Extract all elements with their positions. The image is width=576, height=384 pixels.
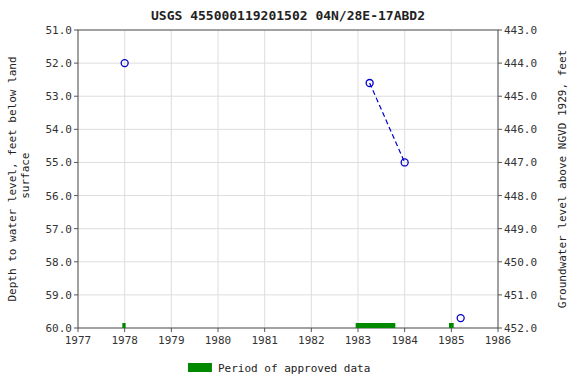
y-tick xyxy=(74,294,78,295)
y-grid-line xyxy=(78,162,498,163)
y-tick-label: 56.0 xyxy=(46,190,73,203)
x-tick-label: 1979 xyxy=(158,334,185,347)
approved-period-bar xyxy=(122,323,125,328)
x-tick-label: 1984 xyxy=(391,334,418,347)
y-tick xyxy=(74,30,78,31)
x-tick xyxy=(498,328,499,332)
legend-label: Period of approved data xyxy=(218,362,370,375)
y-tick xyxy=(74,328,78,329)
point xyxy=(366,79,373,86)
y2-tick xyxy=(498,228,502,229)
y-tick-label: 51.0 xyxy=(46,24,73,37)
y2-tick xyxy=(498,63,502,64)
y-grid-line xyxy=(78,129,498,130)
grid xyxy=(78,30,498,328)
x-grid-line xyxy=(311,30,312,328)
approved-period-bar xyxy=(449,323,454,328)
x-tick xyxy=(264,328,265,332)
y-tick xyxy=(74,96,78,97)
y2-tick xyxy=(498,195,502,196)
y2-tick xyxy=(498,129,502,130)
plot-frame xyxy=(78,30,498,328)
y2-tick xyxy=(498,96,502,97)
x-tick xyxy=(124,328,125,332)
point xyxy=(401,159,408,166)
y2-tick-label: 444.0 xyxy=(504,57,537,70)
approved-period-bar xyxy=(356,323,396,328)
marks xyxy=(121,60,464,328)
x-tick-label: 1977 xyxy=(65,334,92,347)
y2-tick xyxy=(498,328,502,329)
y-grid-line xyxy=(78,294,498,295)
x-grid-line xyxy=(171,30,172,328)
y-tick-label: 54.0 xyxy=(46,123,73,136)
y-axis-label-line: surface xyxy=(19,153,32,206)
plot-area xyxy=(78,30,498,328)
x-tick xyxy=(451,328,452,332)
y-tick xyxy=(74,195,78,196)
y2-tick xyxy=(498,30,502,31)
y2-tick-label: 451.0 xyxy=(504,289,537,302)
y2-tick-label: 450.0 xyxy=(504,256,537,269)
y-axis-label-line: Depth to water level, feet below land xyxy=(6,56,19,301)
y2-tick-label: 443.0 xyxy=(504,24,537,37)
y2-tick xyxy=(498,261,502,262)
x-tick xyxy=(404,328,405,332)
x-grid-line xyxy=(404,30,405,328)
x-tick xyxy=(218,328,219,332)
y-grid-line xyxy=(78,195,498,196)
legend-swatch xyxy=(188,363,212,372)
y-axis-label: Depth to water level, feet below land su… xyxy=(6,56,32,301)
y2-tick-label: 448.0 xyxy=(504,190,537,203)
x-tick-label: 1986 xyxy=(485,334,512,347)
x-tick-label: 1985 xyxy=(438,334,465,347)
y-tick xyxy=(74,63,78,64)
legend: Period of approved data xyxy=(188,362,370,375)
x-grid-line xyxy=(218,30,219,328)
y-tick xyxy=(74,228,78,229)
x-tick xyxy=(171,328,172,332)
y-tick-label: 52.0 xyxy=(46,57,73,70)
x-grid-line xyxy=(451,30,452,328)
x-tick-label: 1980 xyxy=(205,334,232,347)
y-grid-line xyxy=(78,96,498,97)
y-tick xyxy=(74,261,78,262)
y2-tick xyxy=(498,162,502,163)
x-tick xyxy=(311,328,312,332)
y-tick-label: 53.0 xyxy=(46,90,73,103)
chart: 1977 1978 1979 1980 1981 1982 1983 1984 1985 1986… xyxy=(0,0,576,384)
x-tick-label: 1981 xyxy=(251,334,278,347)
axes: 1977 1978 1979 1980 1981 1982 1983 1984 1985 1986… xyxy=(46,24,538,347)
y-grid-line xyxy=(78,63,498,64)
y-tick-label: 58.0 xyxy=(46,256,73,269)
y2-tick xyxy=(498,294,502,295)
y2-tick-label: 447.0 xyxy=(504,156,537,169)
x-grid-line xyxy=(124,30,125,328)
y-grid-line xyxy=(78,228,498,229)
y2-tick-label: 449.0 xyxy=(504,223,537,236)
y2-axis-label: Groundwater level above NGVD 1929, feet xyxy=(556,50,569,308)
x-tick xyxy=(78,328,79,332)
y-grid-line xyxy=(78,261,498,262)
y-tick xyxy=(74,162,78,163)
y-tick xyxy=(74,129,78,130)
x-grid-line xyxy=(264,30,265,328)
y-tick-label: 60.0 xyxy=(46,322,73,335)
y2-tick-label: 452.0 xyxy=(504,322,537,335)
y-tick-label: 57.0 xyxy=(46,223,73,236)
line xyxy=(370,83,405,162)
y-tick-label: 59.0 xyxy=(46,289,73,302)
x-tick-label: 1978 xyxy=(111,334,138,347)
point xyxy=(457,315,464,322)
x-grid-line xyxy=(358,30,359,328)
y2-tick-label: 446.0 xyxy=(504,123,537,136)
y-tick-label: 55.0 xyxy=(46,156,73,169)
x-tick xyxy=(358,328,359,332)
title: USGS 455000119201502 04N/28E-17ABD2 xyxy=(151,8,425,23)
x-tick-label: 1982 xyxy=(298,334,325,347)
x-tick-label: 1983 xyxy=(345,334,372,347)
y2-tick-label: 445.0 xyxy=(504,90,537,103)
point xyxy=(121,60,128,67)
